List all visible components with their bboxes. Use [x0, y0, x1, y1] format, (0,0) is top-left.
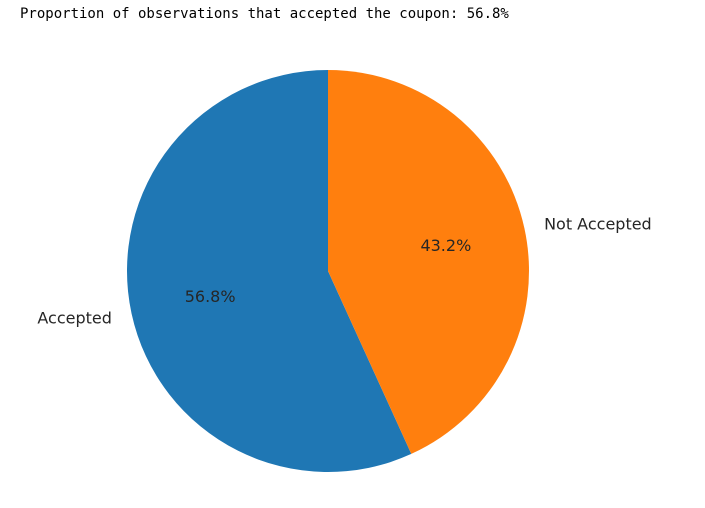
cell-output-text: Proportion of observations that accepted…: [20, 6, 509, 22]
pie-slice-accepted: [126, 70, 412, 473]
percent-label: 43.2%: [420, 236, 471, 255]
pie-slices: [126, 70, 529, 473]
category-label: Not Accepted: [544, 215, 652, 234]
percent-label: 56.8%: [185, 287, 236, 306]
pie-slice-not-accepted: [328, 70, 529, 454]
category-label: Accepted: [37, 308, 112, 327]
pie-labels: 56.8% Accepted 43.2% Not Accepted: [37, 215, 651, 328]
